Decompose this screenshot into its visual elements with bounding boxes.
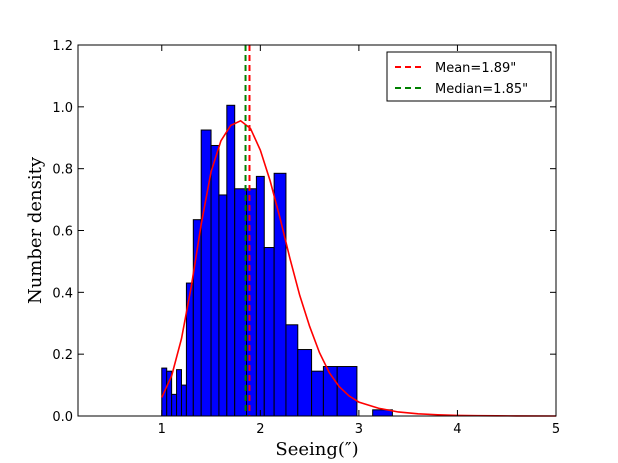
histogram-bar-9: [218, 194, 228, 417]
histogram-bar-2: [171, 393, 178, 417]
histogram-bar-18: [311, 370, 324, 417]
histogram-bar-12: [246, 188, 257, 417]
legend-label: Median=1.85": [435, 82, 528, 97]
x-tick-label: 1: [158, 422, 166, 437]
histogram-bar-16: [285, 324, 299, 417]
histogram-bar-8: [210, 144, 220, 417]
x-tick-label: 3: [355, 422, 363, 437]
histogram-bar-13: [255, 175, 265, 417]
y-tick-label: 0.6: [52, 225, 73, 240]
histogram-bar-11: [234, 188, 248, 417]
histogram-bars: [161, 104, 393, 417]
y-tick-label: 0.2: [52, 348, 73, 363]
y-tick-label: 1.0: [52, 101, 73, 116]
histogram-bar-14: [263, 247, 275, 417]
y-axis-label: Number density: [25, 156, 46, 304]
y-tick-label: 0.4: [52, 286, 73, 301]
legend-label: Mean=1.89": [435, 61, 516, 76]
histogram-bar-15: [273, 172, 287, 417]
legend-box: [386, 51, 552, 102]
x-tick-label: 5: [552, 422, 560, 437]
axis-ticks: 1 2 3 4 5 0.0 0.2 0.4 0.6 0.8 1.0 1.2: [52, 39, 560, 437]
histogram-bar-17: [297, 349, 313, 417]
histogram-bar-20: [336, 366, 358, 417]
y-tick-label: 1.2: [52, 39, 73, 54]
legend: Mean=1.89" Median=1.85": [386, 51, 552, 102]
reference-lines: [244, 45, 251, 416]
y-tick-label: 0.8: [52, 163, 73, 178]
fit-curve-0: [161, 119, 557, 417]
histogram-bar-7: [200, 129, 212, 417]
legend-entry-1: Median=1.85": [395, 82, 528, 97]
histogram-bar-10: [226, 104, 236, 417]
y-tick-label: 0.0: [52, 410, 73, 425]
histogram-bar-4: [180, 384, 187, 417]
x-tick-label: 2: [256, 422, 264, 437]
x-tick-label: 4: [453, 422, 461, 437]
histogram-bar-3: [176, 369, 182, 417]
x-axis-label: Seeing(″): [275, 439, 358, 460]
fit-curve-layer: [161, 119, 557, 417]
legend-entry-0: Mean=1.89": [395, 61, 516, 76]
